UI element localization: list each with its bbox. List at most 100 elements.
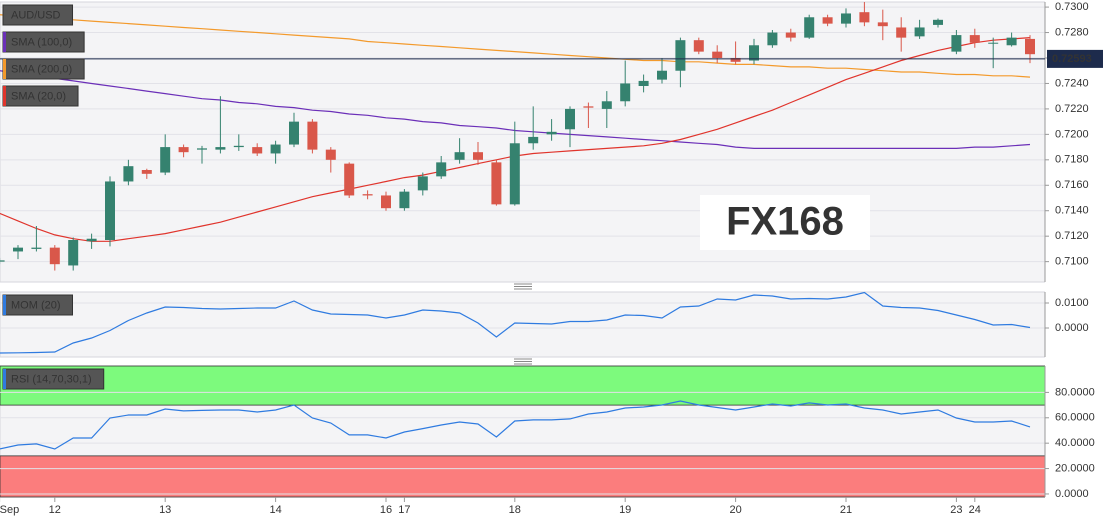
- candle-body: [785, 32, 796, 38]
- candle-body: [988, 42, 999, 44]
- candle-body: [381, 195, 391, 209]
- candle-body: [620, 83, 631, 102]
- y-tick-label: 0.7120: [1055, 230, 1089, 242]
- y-tick-label: 0.7280: [1055, 26, 1089, 38]
- candle-body: [583, 106, 594, 108]
- candle-body: [749, 45, 759, 61]
- pane-background: [0, 1, 1045, 283]
- legend-entry: MOM (20): [2, 294, 73, 316]
- y-tick-label: 0.7220: [1055, 103, 1089, 115]
- candle-body: [877, 22, 888, 27]
- plot-area: FX168: [0, 1, 1045, 498]
- x-tick-label: 24: [969, 504, 981, 516]
- candle-body: [454, 152, 465, 160]
- candle-body: [49, 247, 60, 265]
- candle-body: [13, 247, 23, 252]
- candle-body: [951, 35, 962, 52]
- candle-body: [270, 144, 281, 154]
- pane-background: [0, 291, 1045, 358]
- candle-body: [0, 260, 5, 262]
- candle-body: [252, 147, 263, 154]
- y-tick-label: 0.7160: [1055, 179, 1089, 191]
- candle-body: [767, 32, 778, 46]
- candle-body: [197, 148, 207, 150]
- candle-body: [289, 121, 299, 145]
- candle-body: [546, 131, 557, 135]
- candle-body: [141, 170, 152, 174]
- x-tick-label: 16: [380, 504, 392, 516]
- candle-body: [215, 147, 226, 150]
- indicator-line: [0, 291, 1031, 354]
- candle-body: [86, 238, 97, 242]
- candle-body: [307, 121, 318, 150]
- pane-separators: [514, 283, 532, 365]
- candle-body: [601, 101, 612, 109]
- legend-swatch: [3, 32, 6, 52]
- legend-entry: AUD/USD: [2, 4, 74, 26]
- legend-swatch: [3, 369, 6, 389]
- candle-body: [896, 27, 907, 38]
- candle-body: [399, 191, 410, 209]
- watermark: FX168: [726, 200, 844, 244]
- candle-body: [804, 17, 815, 38]
- candle-body: [969, 35, 980, 43]
- legend-entry: SMA (100,0): [2, 31, 85, 53]
- candle-body: [933, 19, 943, 25]
- x-tick-label: Sep: [0, 504, 19, 516]
- y-tick-label: 20.0000: [1055, 462, 1095, 474]
- candle-body: [638, 80, 649, 86]
- legend-swatch: [3, 86, 6, 106]
- legend-label: AUD/USD: [11, 9, 61, 21]
- candle-body: [712, 51, 723, 58]
- y-tick-label: 40.0000: [1055, 437, 1095, 449]
- candle-body: [233, 145, 244, 148]
- candle-body: [491, 162, 502, 205]
- candle-body: [417, 176, 428, 191]
- candle-body: [528, 136, 539, 144]
- y-tick-label: 0.0100: [1055, 297, 1089, 309]
- last-price-label: 0.72593: [1052, 53, 1092, 65]
- legend-label: RSI (14,70,30,1): [11, 373, 92, 385]
- x-tick-label: 17: [398, 504, 410, 516]
- candle-body: [325, 149, 336, 160]
- legend-entry: SMA (200,0): [2, 58, 85, 80]
- x-tick-label: 21: [840, 504, 852, 516]
- indicator-line: [0, 400, 1031, 450]
- candle-body: [344, 163, 355, 196]
- candle-body: [31, 247, 42, 249]
- y-tick-label: 0.7180: [1055, 154, 1089, 166]
- x-tick-label: 23: [950, 504, 962, 516]
- y-tick-label: 0.7240: [1055, 77, 1089, 89]
- y-tick-label: 60.0000: [1055, 412, 1095, 424]
- candle-body: [509, 143, 520, 205]
- x-tick-label: 13: [159, 504, 171, 516]
- x-tick-label: 14: [269, 504, 281, 516]
- x-tick-label: 18: [509, 504, 521, 516]
- x-tick-label: 20: [729, 504, 741, 516]
- candle-body: [657, 70, 667, 80]
- candle-body: [68, 240, 79, 266]
- candle-body: [859, 12, 870, 23]
- candle-body: [565, 108, 575, 130]
- y-tick-label: 80.0000: [1055, 386, 1095, 398]
- y-tick-label: 0.7140: [1055, 205, 1089, 217]
- y-tick-label: 0.7300: [1055, 1, 1089, 13]
- candle-body: [914, 27, 925, 37]
- legend-box: [2, 4, 74, 26]
- candle-body: [730, 58, 741, 62]
- x-tick-label: 19: [619, 504, 631, 516]
- last-price-box: [1047, 49, 1103, 68]
- candle-body: [841, 13, 851, 24]
- legend-entry: SMA (20,0): [2, 85, 79, 107]
- oversold-zone: [0, 455, 1045, 498]
- candle-body: [436, 162, 447, 177]
- y-tick-label: 0.0000: [1055, 488, 1089, 500]
- candle-body: [1006, 37, 1017, 46]
- legend-label: SMA (20,0): [11, 90, 66, 102]
- legend-label: MOM (20): [11, 299, 61, 311]
- legend-swatch: [3, 295, 6, 315]
- candle-body: [693, 40, 704, 52]
- indicator-line: [0, 14, 1031, 78]
- watermark-box: [700, 195, 870, 250]
